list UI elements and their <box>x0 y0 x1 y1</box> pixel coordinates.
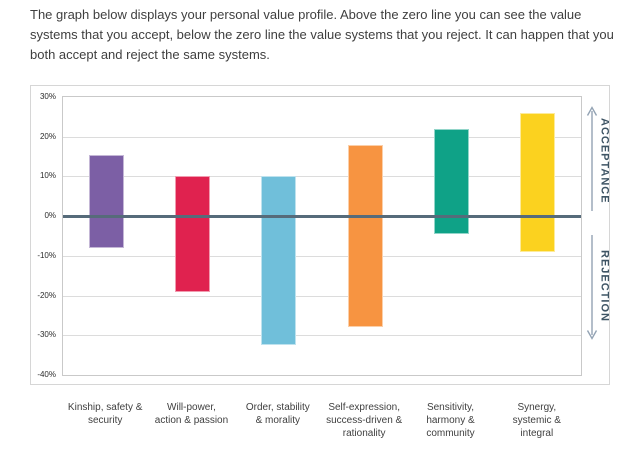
y-tick-label: 0% <box>44 211 56 221</box>
rejection-arrow-icon <box>586 235 598 340</box>
category-label-2: Will-power, action & passion <box>154 402 229 426</box>
intro-paragraph: The graph below displays your personal v… <box>30 7 614 62</box>
zero-line <box>63 214 581 218</box>
y-tick-label: 30% <box>39 92 56 101</box>
acceptance-arrow-icon <box>586 106 598 211</box>
value-bar-6 <box>520 112 556 252</box>
rejection-label: REJECTION <box>598 250 611 322</box>
value-bar-3 <box>261 176 297 346</box>
gridline <box>63 335 581 337</box>
y-tick-label: -20% <box>37 290 56 300</box>
gridline <box>63 176 581 178</box>
y-tick-label: 20% <box>39 131 56 141</box>
y-tick-label: -30% <box>37 330 56 340</box>
category-label-3: Order, stability & morality <box>245 402 310 426</box>
value-bar-1 <box>88 154 124 248</box>
value-bar-2 <box>175 176 210 292</box>
plot-area <box>62 96 582 376</box>
y-tick-label: -40% <box>37 370 56 379</box>
category-label-5: Sensitivity, harmony & community <box>426 402 475 439</box>
y-tick-label: 10% <box>39 171 56 181</box>
gridline <box>63 295 581 297</box>
value-bar-5 <box>434 128 469 234</box>
category-label-4: Self-expression, success-driven & rational… <box>326 402 403 439</box>
gridline <box>63 136 581 138</box>
category-label-6: Synergy, systemic & integral <box>512 402 561 439</box>
category-label-1: Kinship, safety & security <box>67 402 143 426</box>
acceptance-label: ACCEPTANCE <box>598 118 611 204</box>
value-bar-4 <box>347 144 383 328</box>
y-tick-label: -10% <box>37 250 56 260</box>
gridline <box>63 255 581 257</box>
